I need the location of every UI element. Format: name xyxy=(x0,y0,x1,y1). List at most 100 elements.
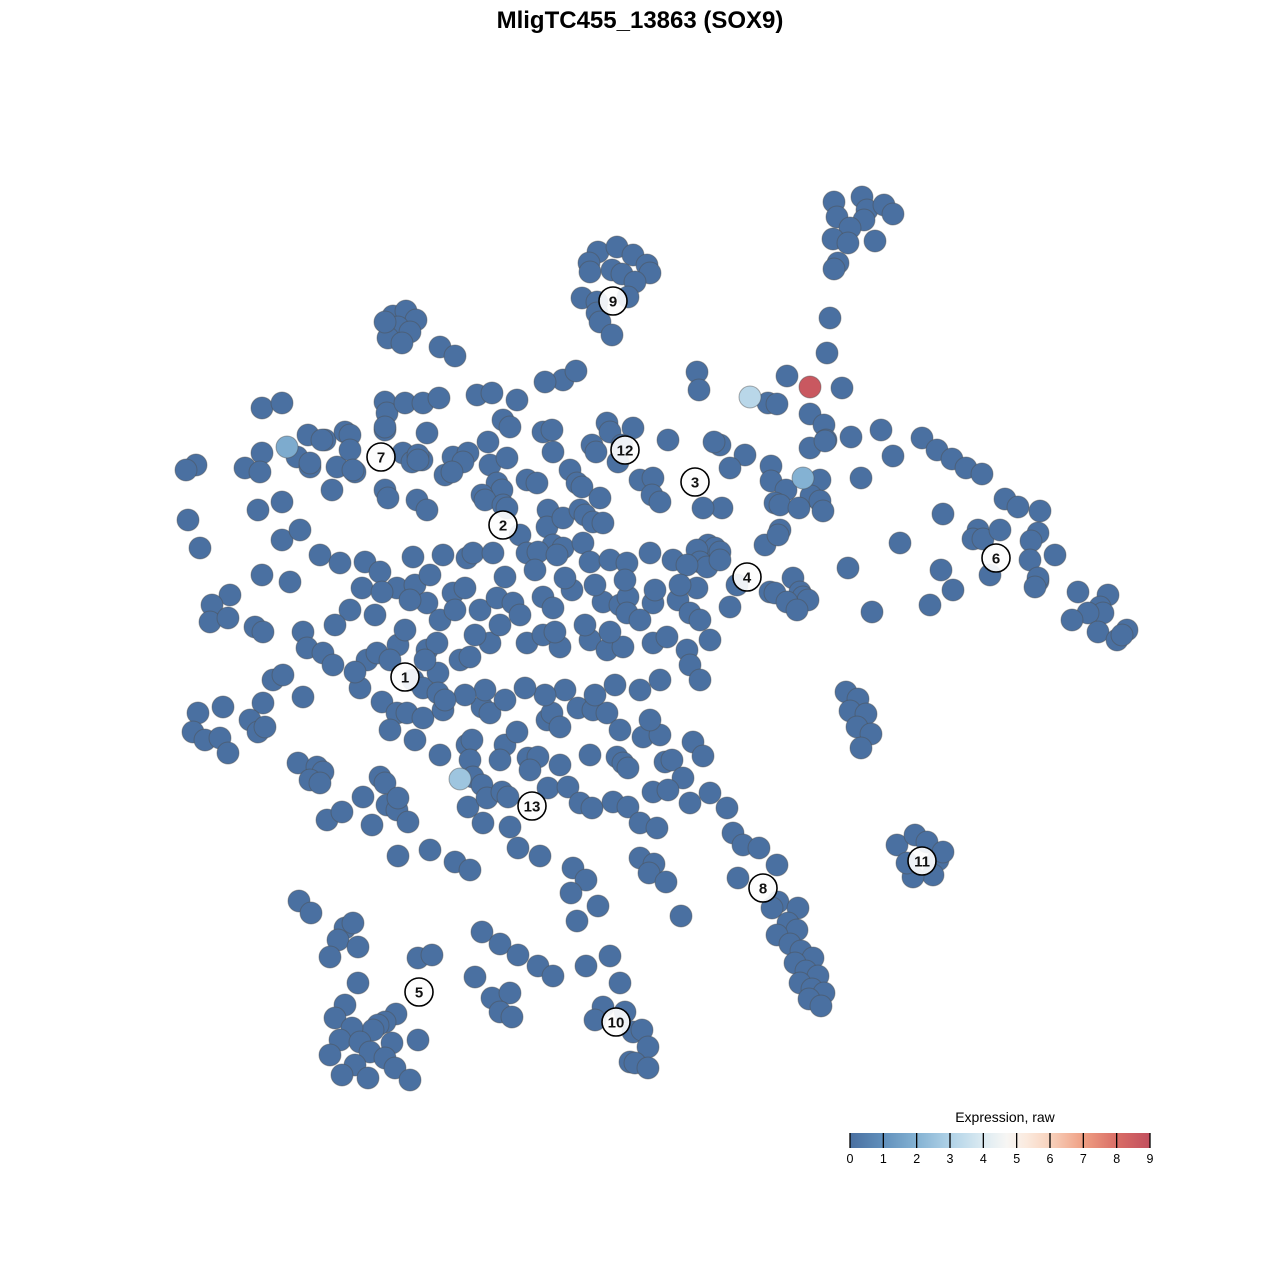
data-point xyxy=(398,588,422,612)
cluster-label: 4 xyxy=(732,562,762,592)
data-point xyxy=(341,911,365,935)
data-point xyxy=(481,541,505,565)
data-point xyxy=(675,553,699,577)
data-point xyxy=(698,628,722,652)
data-point xyxy=(818,306,842,330)
cluster-label-circle xyxy=(598,286,628,316)
data-point xyxy=(528,844,552,868)
colorbar-tick-label: 5 xyxy=(1013,1152,1020,1166)
data-point xyxy=(541,440,565,464)
data-point xyxy=(271,663,295,687)
data-point xyxy=(251,691,275,715)
data-point xyxy=(363,603,387,627)
data-point xyxy=(288,518,312,542)
data-point xyxy=(559,881,583,905)
cluster-label-circle xyxy=(601,1007,631,1037)
data-point xyxy=(708,548,732,572)
data-point xyxy=(505,388,529,412)
cluster-label: 3 xyxy=(680,467,710,497)
data-point xyxy=(849,736,873,760)
cluster-label-circle xyxy=(748,873,778,903)
cluster-label: 10 xyxy=(601,1007,631,1037)
data-point xyxy=(406,448,430,472)
data-point xyxy=(253,715,277,739)
data-point xyxy=(660,748,684,772)
data-point xyxy=(541,596,565,620)
data-point xyxy=(493,688,517,712)
colorbar-tick-label: 2 xyxy=(913,1152,920,1166)
data-point xyxy=(836,231,860,255)
points-layer xyxy=(174,185,1139,1092)
cluster-label-number: 10 xyxy=(608,1015,625,1032)
data-point xyxy=(523,558,547,582)
cluster-label: 1 xyxy=(390,662,420,692)
data-point xyxy=(270,391,294,415)
data-point xyxy=(476,430,500,454)
data-point xyxy=(427,386,451,410)
data-point xyxy=(588,486,612,510)
data-point xyxy=(616,795,640,819)
data-point xyxy=(448,767,472,791)
data-point xyxy=(765,853,789,877)
data-point xyxy=(318,1043,342,1067)
data-point xyxy=(431,543,455,567)
data-point xyxy=(346,971,370,995)
cluster-label: 11 xyxy=(907,846,937,876)
data-point xyxy=(248,460,272,484)
data-point xyxy=(398,1068,422,1092)
data-point xyxy=(470,920,494,944)
data-point xyxy=(250,396,274,420)
data-point xyxy=(386,844,410,868)
data-point xyxy=(608,971,632,995)
data-point xyxy=(688,668,712,692)
data-point xyxy=(885,833,909,857)
data-point xyxy=(393,618,417,642)
data-point xyxy=(461,541,485,565)
data-point xyxy=(645,816,669,840)
data-point xyxy=(1023,575,1047,599)
data-point xyxy=(368,560,392,584)
data-point xyxy=(453,576,477,600)
data-point xyxy=(668,573,692,597)
cluster-label-circle xyxy=(488,510,518,540)
data-point xyxy=(726,866,750,890)
data-point xyxy=(246,498,270,522)
cluster-label-circle xyxy=(680,467,710,497)
cluster-label-number: 12 xyxy=(617,443,634,460)
data-point xyxy=(570,475,594,499)
cluster-label-circle xyxy=(404,977,434,1007)
data-point xyxy=(941,578,965,602)
data-point xyxy=(506,836,530,860)
data-point xyxy=(638,541,662,565)
data-point xyxy=(698,781,722,805)
data-point xyxy=(553,678,577,702)
data-point xyxy=(548,753,572,777)
data-point xyxy=(1043,543,1067,567)
data-point xyxy=(616,756,640,780)
data-point xyxy=(406,1028,430,1052)
data-point xyxy=(648,668,672,692)
data-point xyxy=(320,478,344,502)
data-point xyxy=(458,858,482,882)
cluster-label: 9 xyxy=(598,286,628,316)
colorbar-tick-label: 8 xyxy=(1113,1152,1120,1166)
data-point xyxy=(578,550,602,574)
data-point xyxy=(496,785,520,809)
data-point xyxy=(473,678,497,702)
data-point xyxy=(881,202,905,226)
data-point xyxy=(591,511,615,535)
colorbar-tick-label: 0 xyxy=(847,1152,854,1166)
data-point xyxy=(218,583,242,607)
data-point xyxy=(321,653,345,677)
cluster-label: 2 xyxy=(488,510,518,540)
data-point xyxy=(654,870,678,894)
data-point xyxy=(583,683,607,707)
data-point xyxy=(565,909,589,933)
data-point xyxy=(573,613,597,637)
data-point xyxy=(548,715,572,739)
data-point xyxy=(830,376,854,400)
data-point xyxy=(628,678,652,702)
data-point xyxy=(308,543,332,567)
cluster-label-number: 11 xyxy=(914,854,930,871)
data-point xyxy=(671,766,695,790)
